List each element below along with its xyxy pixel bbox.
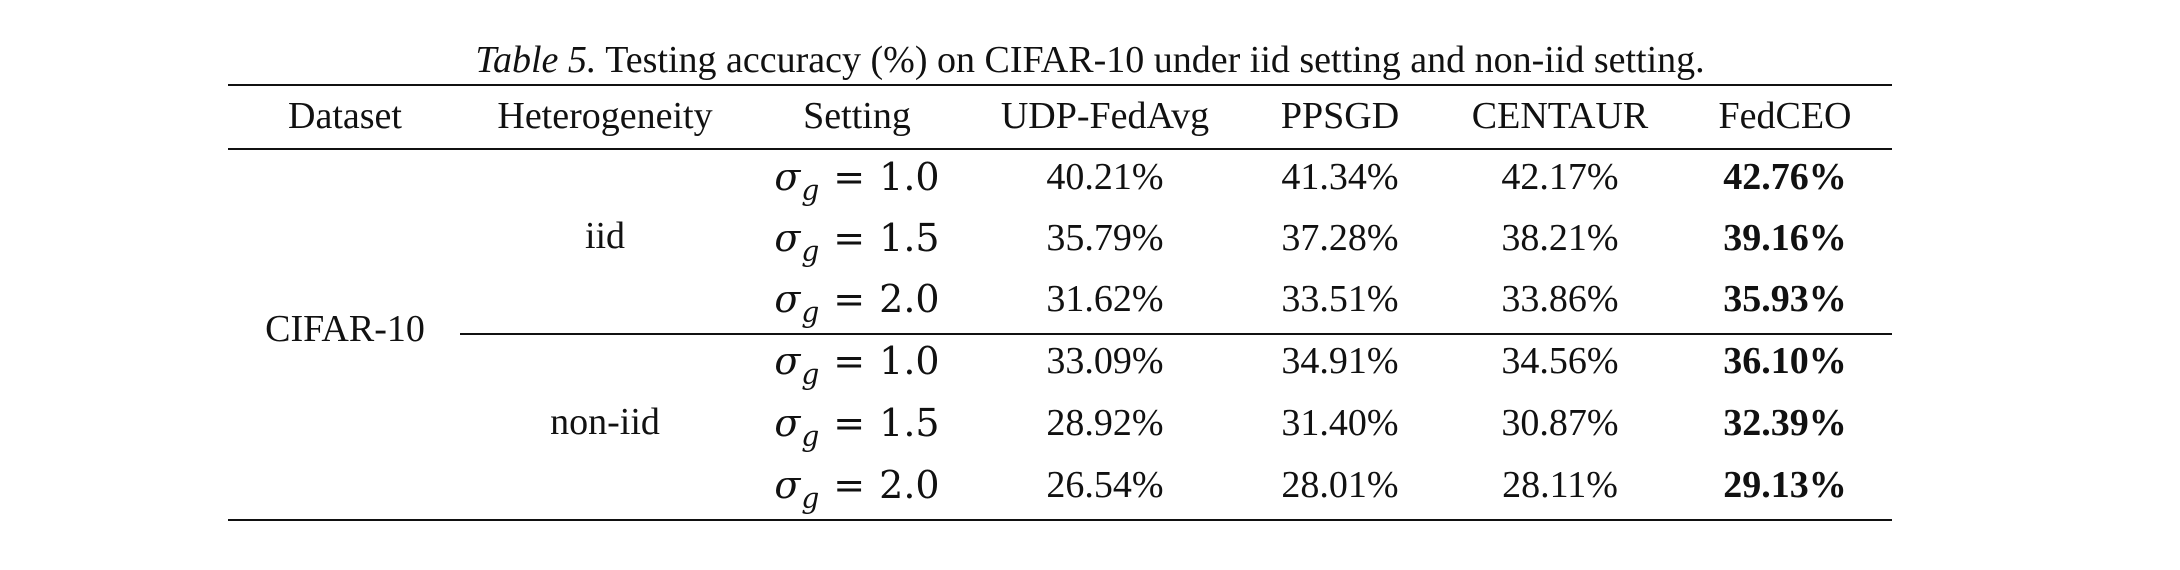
setting-cell: σg = 2.0 (774, 277, 940, 329)
setting-cell: σg = 1.5 (774, 216, 940, 268)
heterogeneity-cell-non-iid: non-iid (550, 401, 660, 443)
udp-fedavg-value: 31.62% (1046, 278, 1164, 320)
dataset-cell: CIFAR-10 (265, 308, 425, 350)
caption-label: Table 5. (475, 39, 597, 81)
udp-fedavg-value: 33.09% (1046, 340, 1164, 382)
heterogeneity-cell-iid: iid (584, 215, 626, 257)
group-separator-rule (460, 333, 1892, 335)
centaur-value: 34.56% (1501, 340, 1619, 382)
centaur-value: 30.87% (1501, 402, 1619, 444)
centaur-value: 28.11% (1502, 464, 1618, 506)
fedceo-value: 39.16% (1723, 217, 1847, 259)
setting-cell: σg = 1.5 (774, 401, 940, 453)
fedceo-value: 42.76% (1723, 156, 1847, 198)
ppsgd-value: 28.01% (1281, 464, 1399, 506)
header-rule (228, 148, 1892, 150)
table-caption: Table 5. Testing accuracy (%) on CIFAR-1… (0, 36, 2180, 84)
bottom-rule (228, 519, 1892, 521)
top-rule (228, 84, 1892, 86)
fedceo-value: 36.10% (1723, 340, 1847, 382)
ppsgd-value: 41.34% (1281, 156, 1399, 198)
udp-fedavg-value: 28.92% (1046, 402, 1164, 444)
centaur-value: 38.21% (1501, 217, 1619, 259)
caption-text: Testing accuracy (%) on CIFAR-10 under i… (596, 39, 1705, 81)
ppsgd-value: 37.28% (1281, 217, 1399, 259)
ppsgd-value: 31.40% (1281, 402, 1399, 444)
header-heterogeneity: Heterogeneity (497, 95, 713, 137)
header-centaur: CENTAUR (1471, 95, 1649, 137)
udp-fedavg-value: 40.21% (1046, 156, 1164, 198)
setting-cell: σg = 1.0 (774, 155, 940, 207)
centaur-value: 33.86% (1501, 278, 1619, 320)
centaur-value: 42.17% (1501, 156, 1619, 198)
header-ppsgd: PPSGD (1280, 95, 1400, 137)
ppsgd-value: 34.91% (1281, 340, 1399, 382)
fedceo-value: 35.93% (1723, 278, 1847, 320)
ppsgd-value: 33.51% (1281, 278, 1399, 320)
header-fedceo: FedCEO (1718, 95, 1852, 137)
udp-fedavg-value: 35.79% (1046, 217, 1164, 259)
udp-fedavg-value: 26.54% (1046, 464, 1164, 506)
header-udp-fedavg: UDP-FedAvg (1000, 95, 1210, 137)
fedceo-value: 32.39% (1723, 402, 1847, 444)
fedceo-value: 29.13% (1723, 464, 1847, 506)
setting-cell: σg = 1.0 (774, 339, 940, 391)
setting-cell: σg = 2.0 (774, 463, 940, 515)
header-dataset: Dataset (288, 95, 402, 137)
header-setting: Setting (803, 95, 911, 137)
